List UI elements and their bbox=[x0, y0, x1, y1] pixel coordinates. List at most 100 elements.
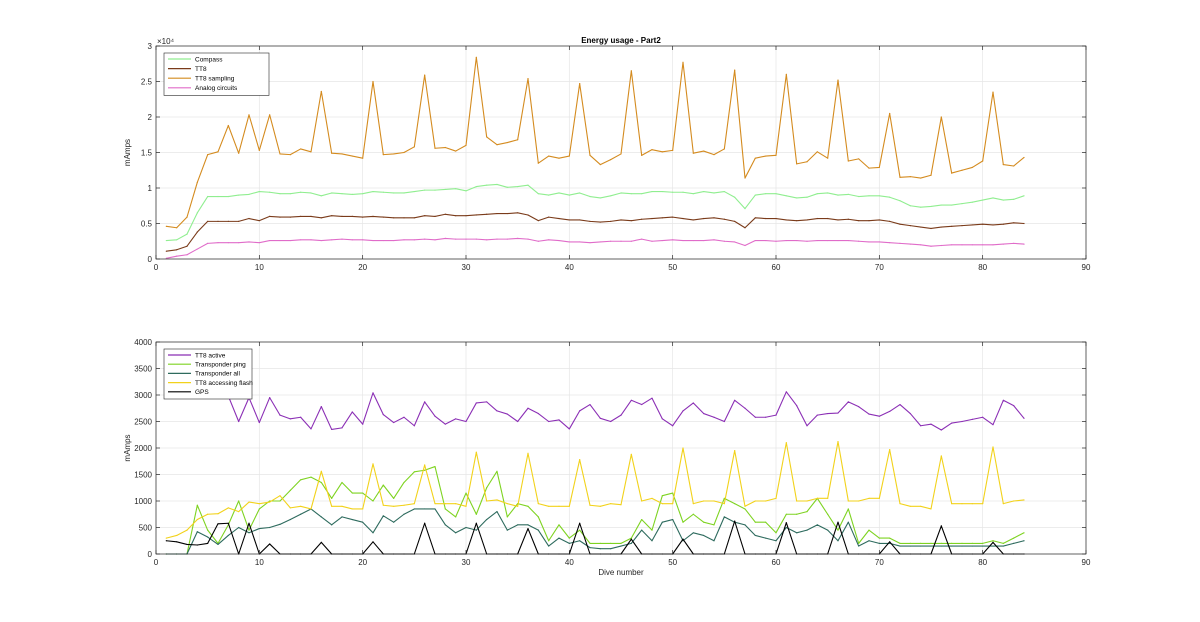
data-point bbox=[630, 193, 632, 195]
data-point bbox=[289, 239, 291, 242]
series-line bbox=[166, 183, 1025, 242]
data-point bbox=[382, 414, 384, 416]
data-point bbox=[165, 250, 167, 252]
data-point bbox=[1023, 156, 1025, 159]
x-tick-label: 20 bbox=[358, 558, 367, 567]
data-point bbox=[796, 197, 798, 199]
data-point bbox=[599, 163, 601, 166]
data-point bbox=[589, 547, 591, 549]
data-point bbox=[506, 503, 508, 505]
data-point bbox=[568, 155, 570, 157]
data-point bbox=[682, 191, 684, 193]
data-point bbox=[744, 508, 746, 510]
y-tick-label: 2500 bbox=[134, 418, 152, 427]
data-point bbox=[372, 239, 374, 242]
data-point bbox=[703, 521, 705, 523]
data-point bbox=[176, 541, 178, 543]
data-point bbox=[692, 219, 694, 221]
series-line bbox=[166, 441, 1025, 539]
data-point bbox=[661, 495, 663, 497]
data-point bbox=[723, 497, 725, 499]
data-point bbox=[775, 414, 777, 416]
data-point bbox=[785, 219, 787, 221]
data-point bbox=[599, 197, 601, 199]
data-point bbox=[610, 240, 612, 242]
legend: TT8 active Transponder ping Transponder al… bbox=[163, 348, 253, 400]
data-point bbox=[1023, 532, 1025, 534]
data-point bbox=[1023, 243, 1025, 245]
data-point bbox=[372, 463, 374, 465]
data-point bbox=[909, 176, 911, 178]
data-point bbox=[672, 216, 674, 218]
data-point bbox=[238, 500, 240, 502]
data-point bbox=[434, 465, 436, 468]
data-point bbox=[723, 516, 725, 518]
data-point bbox=[258, 242, 260, 244]
data-point bbox=[765, 416, 767, 418]
data-point bbox=[207, 220, 209, 222]
data-point bbox=[393, 239, 395, 242]
data-point bbox=[847, 521, 849, 523]
data-point bbox=[775, 154, 777, 156]
data-point bbox=[599, 542, 601, 545]
data-point bbox=[196, 181, 198, 183]
data-point bbox=[279, 495, 281, 497]
data-point bbox=[734, 450, 736, 452]
data-point bbox=[692, 402, 694, 404]
data-point bbox=[940, 226, 942, 228]
data-point bbox=[703, 412, 705, 415]
data-point bbox=[227, 220, 229, 222]
data-point bbox=[899, 242, 901, 244]
data-point bbox=[858, 500, 860, 502]
data-point bbox=[971, 201, 973, 203]
series-tt8-sampling bbox=[165, 56, 1025, 229]
data-point bbox=[310, 508, 312, 510]
data-point bbox=[734, 69, 736, 71]
series-analog-circuits bbox=[165, 237, 1025, 259]
data-point bbox=[920, 505, 922, 507]
data-point bbox=[599, 548, 601, 550]
x-tick-label: 30 bbox=[462, 558, 471, 567]
data-point bbox=[413, 503, 415, 505]
data-point bbox=[475, 513, 477, 515]
data-point bbox=[258, 508, 260, 510]
data-point bbox=[486, 500, 488, 502]
legend-label: TT8 active bbox=[195, 352, 226, 359]
data-point bbox=[847, 218, 849, 220]
data-point bbox=[713, 217, 715, 219]
data-point bbox=[475, 451, 477, 453]
data-point bbox=[734, 196, 736, 198]
data-point bbox=[889, 541, 891, 543]
data-point bbox=[847, 193, 849, 195]
data-point bbox=[227, 507, 229, 509]
data-point bbox=[424, 238, 426, 240]
series-tt8 bbox=[165, 212, 1025, 252]
data-point bbox=[847, 500, 849, 502]
data-point bbox=[537, 193, 539, 195]
data-point bbox=[982, 223, 984, 225]
data-point bbox=[785, 195, 787, 197]
data-point bbox=[899, 200, 901, 202]
data-point bbox=[1013, 500, 1015, 502]
data-point bbox=[248, 522, 250, 524]
series-line bbox=[166, 212, 1025, 252]
data-point bbox=[362, 492, 364, 494]
data-point bbox=[341, 505, 343, 507]
data-point bbox=[672, 492, 674, 494]
data-point bbox=[785, 442, 787, 444]
data-point bbox=[610, 542, 612, 545]
data-point bbox=[351, 508, 353, 510]
data-point bbox=[909, 243, 911, 245]
data-point bbox=[455, 532, 457, 534]
data-point bbox=[651, 529, 653, 531]
data-point bbox=[961, 542, 963, 545]
data-point bbox=[238, 526, 240, 529]
data-point bbox=[217, 151, 219, 153]
data-point bbox=[331, 192, 333, 194]
data-point bbox=[300, 513, 302, 515]
data-point bbox=[734, 399, 736, 401]
data-point bbox=[475, 402, 477, 404]
data-point bbox=[320, 195, 322, 197]
data-point bbox=[300, 191, 302, 193]
data-point bbox=[796, 513, 798, 515]
